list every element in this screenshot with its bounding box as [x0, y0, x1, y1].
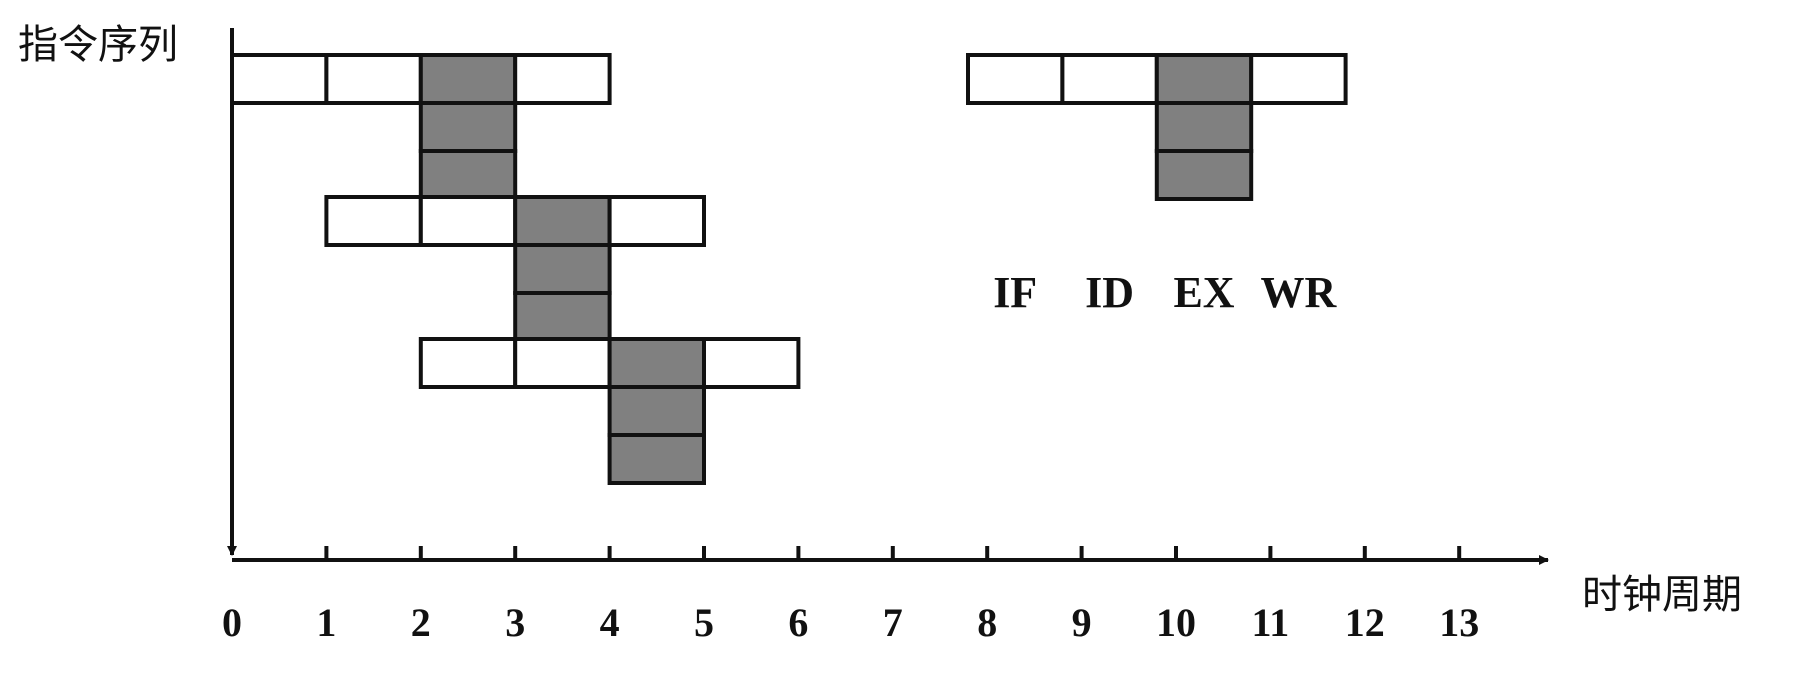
stage-box	[702, 337, 801, 389]
y-axis-label: 指令序列	[18, 22, 178, 68]
ex-stage-box	[513, 195, 612, 247]
ex-stage-extra-box	[418, 149, 518, 201]
x-tick-label: 10	[1156, 600, 1196, 645]
legend: IF ID EX WR	[966, 53, 1348, 317]
x-axis-label: 时钟周期	[1582, 572, 1742, 618]
stage-box	[513, 53, 612, 105]
legend-stage-box	[1249, 53, 1348, 105]
x-tick-label: 0	[222, 600, 242, 645]
ex-stage-box	[607, 337, 706, 389]
x-tick-label: 11	[1252, 600, 1290, 645]
x-tick-label: 7	[883, 600, 903, 645]
instruction-pipelines	[230, 53, 801, 485]
stage-box	[513, 337, 612, 389]
ex-stage-extra-box	[513, 291, 612, 343]
stage-box	[230, 53, 329, 105]
stage-box	[607, 195, 706, 247]
legend-ex-box	[1154, 53, 1254, 105]
legend-stage-box	[966, 53, 1065, 105]
ex-stage-extra-box	[607, 433, 706, 485]
legend-stage-label: WR	[1261, 268, 1338, 317]
x-tick-label: 4	[600, 600, 620, 645]
x-tick-label: 6	[788, 600, 808, 645]
x-tick-label: 13	[1439, 600, 1479, 645]
legend-stage-box	[1060, 53, 1159, 105]
x-tick-label: 5	[694, 600, 714, 645]
ex-stage-extra-box	[513, 243, 612, 295]
instruction-pipeline	[230, 53, 612, 201]
ex-stage-extra-box	[418, 101, 518, 153]
stage-box	[324, 195, 423, 247]
ex-stage-extra-box	[607, 385, 706, 437]
x-tick-label: 9	[1072, 600, 1092, 645]
instruction-pipeline	[418, 337, 801, 485]
legend-ex-extra-box	[1154, 149, 1254, 201]
ex-stage-box	[418, 53, 518, 105]
stage-box	[324, 53, 423, 105]
x-tick-label: 3	[505, 600, 525, 645]
instruction-pipeline	[324, 195, 706, 343]
stage-box	[418, 195, 518, 247]
x-tick-label: 8	[977, 600, 997, 645]
stage-box	[418, 337, 518, 389]
legend-stage-label: EX	[1173, 268, 1234, 317]
legend-stage-label: IF	[993, 268, 1037, 317]
x-tick-label: 1	[316, 600, 336, 645]
x-axis-tick-labels: 0 1 2 3 4 5 6 7 8 9 10 11 12 13	[222, 600, 1479, 645]
x-axis-ticks	[324, 546, 1462, 560]
x-tick-label: 12	[1345, 600, 1385, 645]
legend-ex-extra-box	[1154, 101, 1254, 153]
x-tick-label: 2	[411, 600, 431, 645]
legend-stage-label: ID	[1085, 268, 1134, 317]
